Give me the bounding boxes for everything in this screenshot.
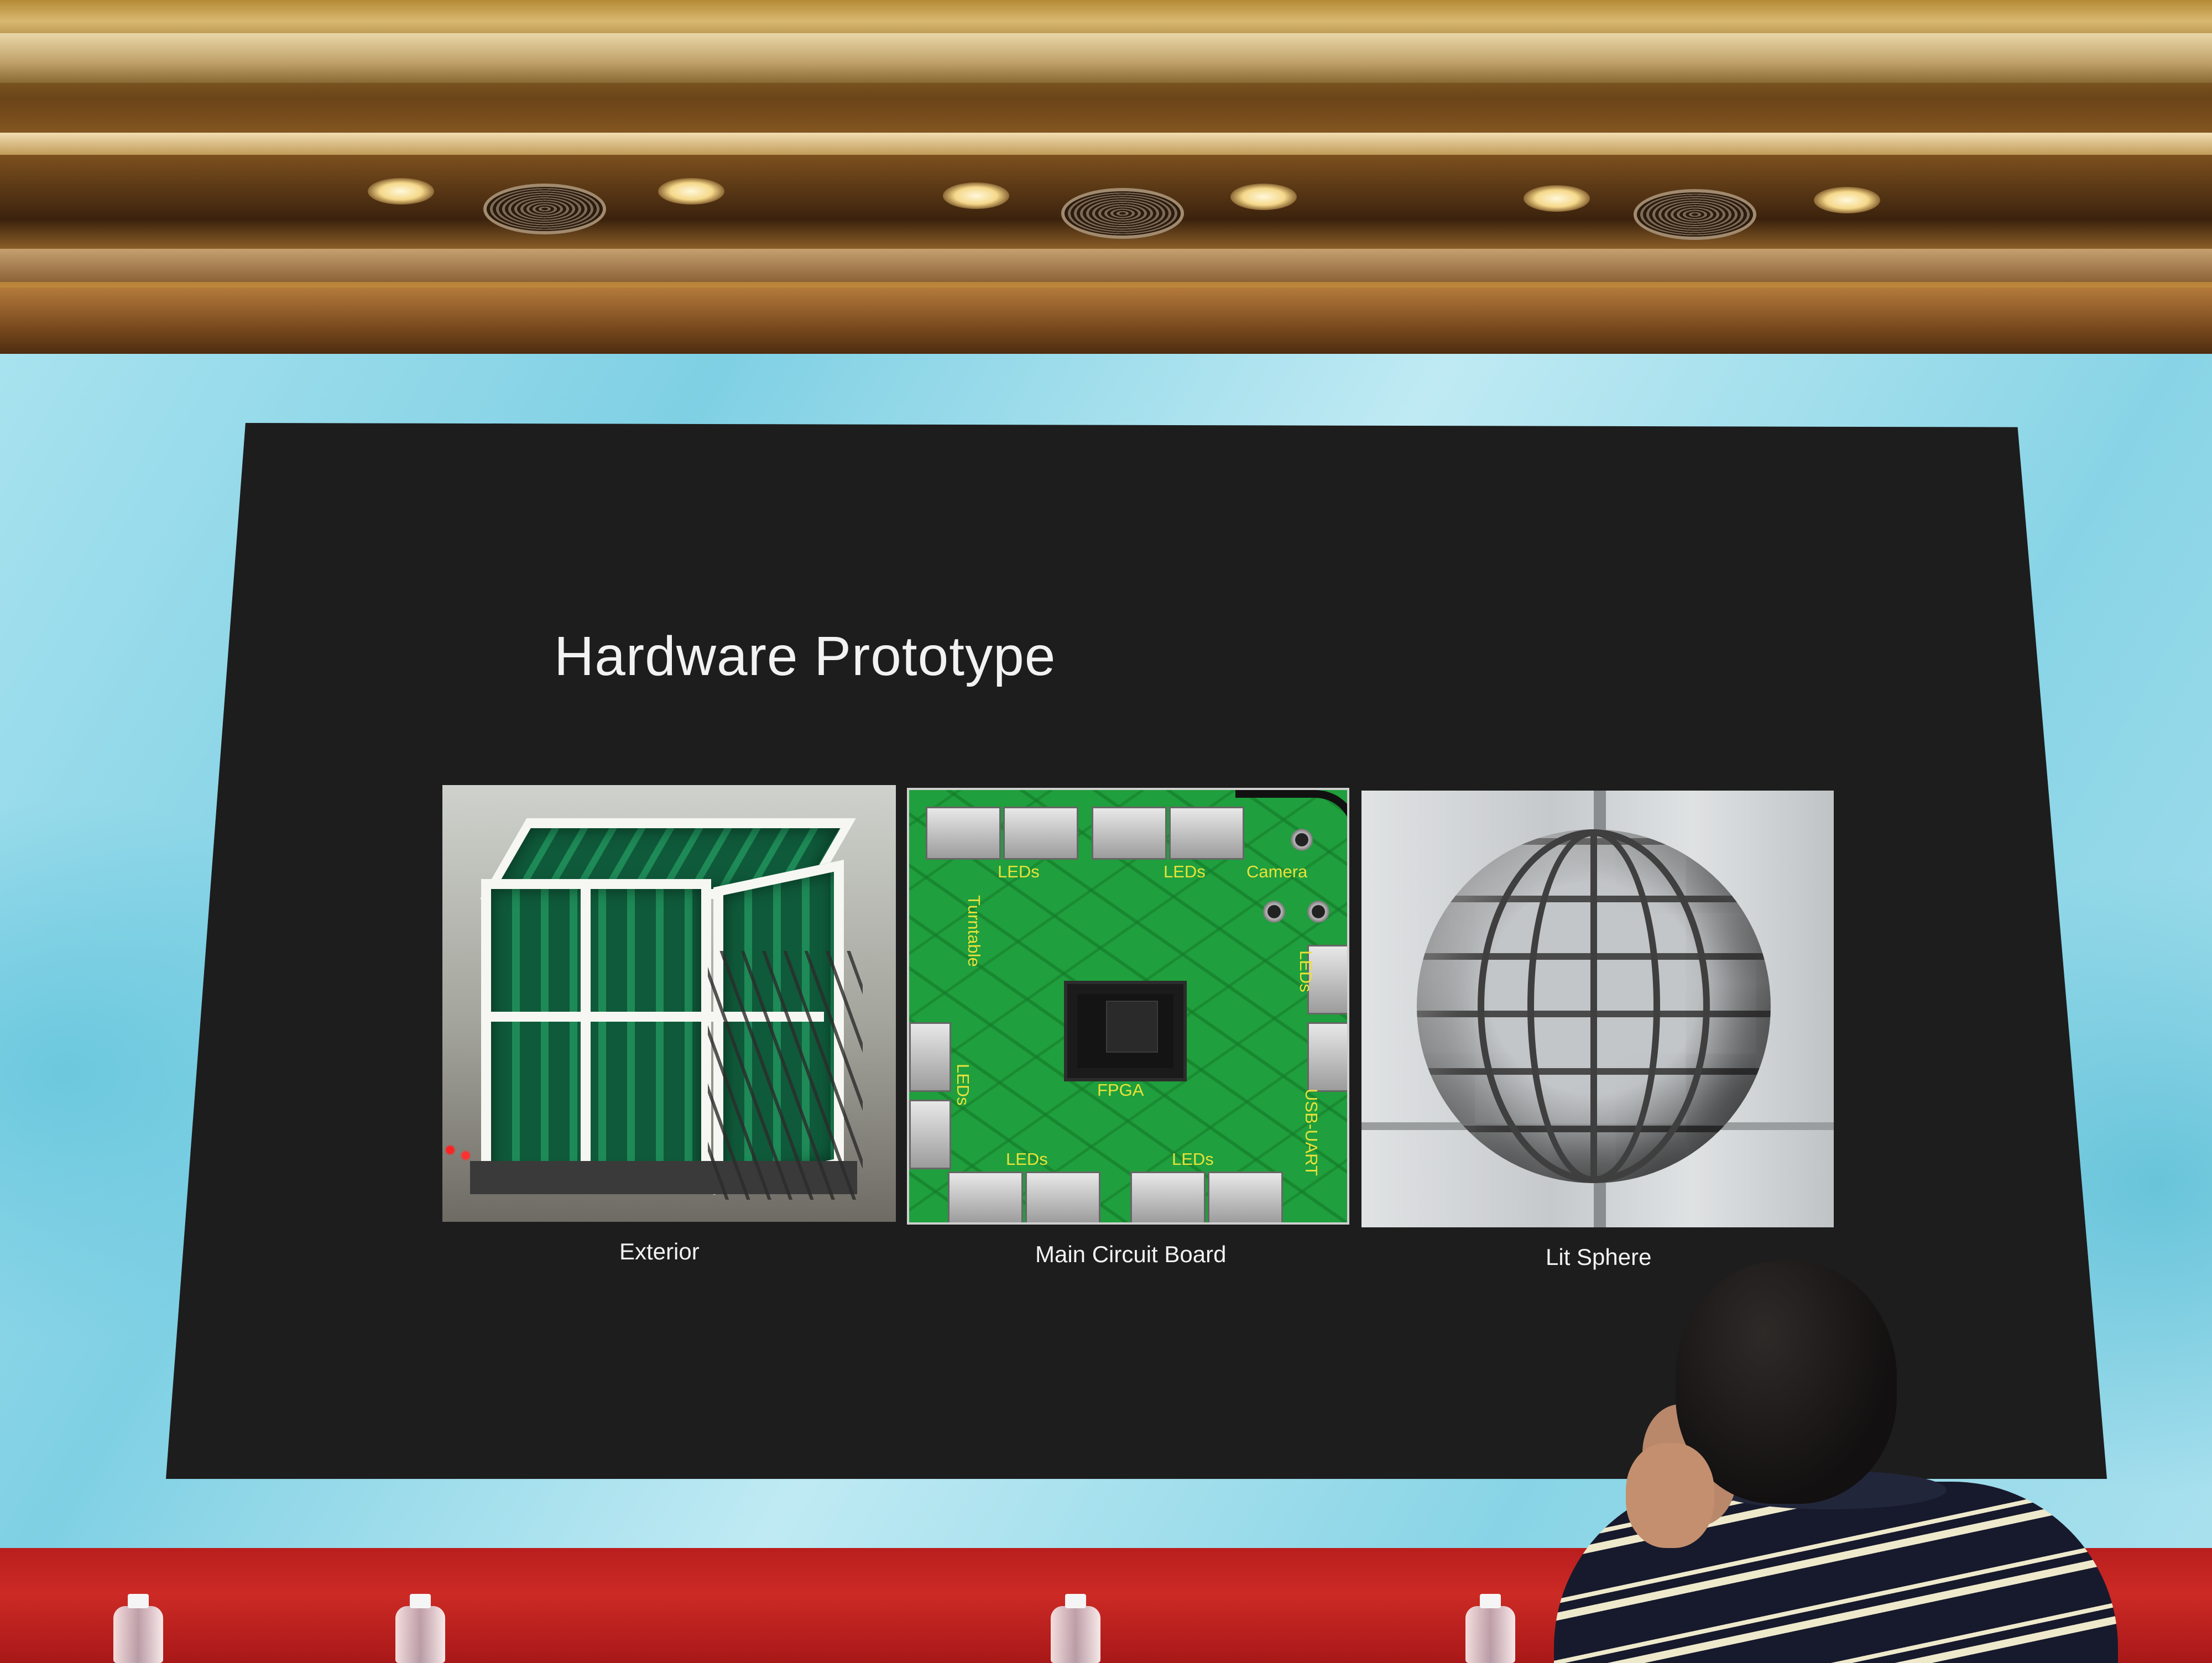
board-label-turntable: Turntable [964,895,984,967]
ceiling-light [658,178,724,205]
ceiling-light [1814,187,1880,213]
led-connector [909,1100,951,1169]
led-connector [1025,1172,1100,1222]
led-connector [1307,1022,1347,1092]
fpga-chip [1106,1001,1158,1053]
ceiling-light [1230,184,1297,210]
led-connector [1307,945,1347,1014]
led-connector [1092,807,1167,860]
slide-title: Hardware Prototype [554,625,1056,687]
ceiling-vent [487,187,603,231]
led-connector [1169,807,1244,860]
water-bottle [1465,1594,1515,1663]
board-label-leds: LEDs [998,862,1040,881]
board-label-leds: LEDs [953,1064,973,1106]
caption-lit-sphere: Lit Sphere [1546,1244,1652,1270]
board-label-fpga: FPGA [1097,1080,1144,1100]
ceiling-light [368,178,434,205]
board-label-leds: LEDs [1296,950,1316,992]
camera-port [1263,901,1285,923]
ceiling-beam [0,287,2212,354]
audience-member [1543,1261,2118,1663]
hand [1626,1443,1714,1548]
led-connector [948,1172,1023,1222]
led-connector [1003,807,1078,860]
water-bottle [113,1594,163,1663]
circuit-board-photo: LEDs LEDs Camera Turntable FPGA LEDs LED… [907,788,1349,1225]
mirror-sphere [1417,829,1771,1183]
board-label-leds: LEDs [1164,862,1206,881]
cube-frame-bar [581,879,591,1167]
ceiling-molding [0,249,2212,282]
lit-sphere-photo [1361,791,1834,1227]
caption-exterior: Exterior [619,1238,700,1264]
head-hair [1676,1261,1897,1504]
water-bottle [1051,1594,1100,1663]
board-label-camera: Camera [1246,862,1308,881]
sphere-reflection-line [1527,829,1660,1183]
ceiling-light [1524,185,1590,212]
camera-port [1307,901,1329,923]
ceiling [0,0,2212,354]
led-connector [1208,1172,1283,1222]
led-connector [909,1022,951,1092]
camera-port [1291,829,1313,851]
water-bottle [395,1594,445,1663]
fpga-module [1064,981,1187,1081]
led-connector [1130,1172,1206,1222]
ceiling-vent [1065,191,1181,236]
caption-main-circuit-board: Main Circuit Board [1035,1241,1227,1267]
camera-cable [1235,790,1347,864]
ceiling-molding [0,33,2212,83]
indicator-leds [442,1139,481,1167]
ceiling-light [943,182,1009,209]
ceiling-molding [0,133,2212,155]
led-connector [926,807,1001,860]
cable-bundle [708,951,863,1200]
board-label-leds: LEDs [1006,1149,1048,1169]
board-label-usb-uart: USB-UART [1302,1089,1321,1176]
board-label-leds: LEDs [1172,1149,1214,1169]
exterior-photo [442,785,896,1222]
cube-front-face [481,879,711,1186]
ceiling-vent [1637,192,1753,237]
